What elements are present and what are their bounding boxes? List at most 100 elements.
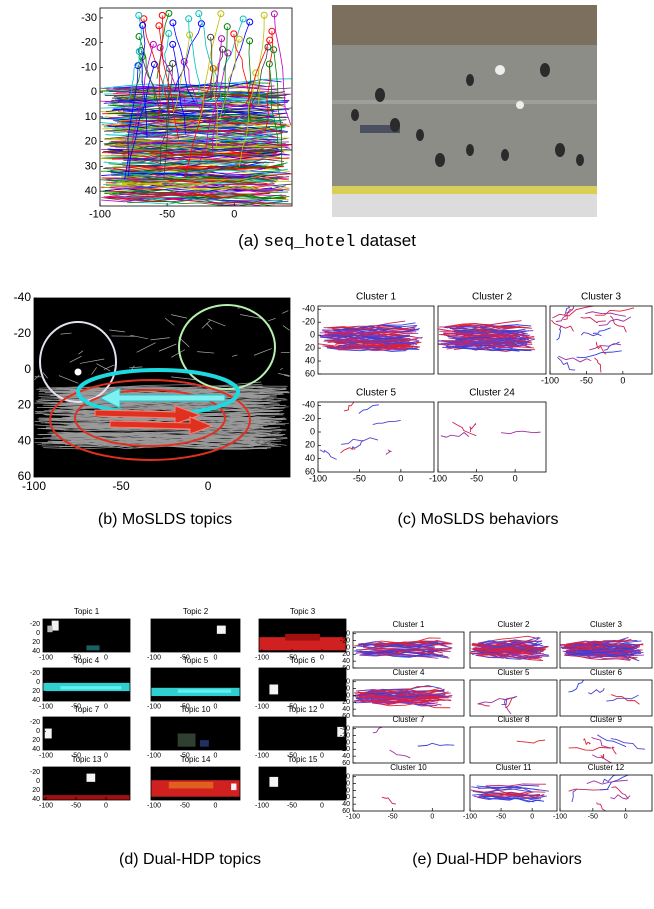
x-tick-label: -50 [71,802,81,809]
x-tick-label: 0 [513,474,518,484]
plot-area [43,717,130,750]
cluster-title: Cluster 7 [392,715,425,724]
y-tick-label: 40 [32,697,40,704]
cluster-title: Cluster 6 [590,668,623,677]
plot-area [259,717,346,750]
plot-content [151,688,240,696]
plot-content [151,780,240,797]
caption-label: (a) [238,231,259,250]
topic-cell [178,734,196,747]
y-tick-label: 40 [18,433,32,447]
topic-cell [87,774,96,782]
topic-cell [231,784,236,791]
topic-title: Topic 4 [74,656,100,665]
cluster-title: Cluster 3 [590,620,623,629]
y-tick-label: -20 [30,719,40,726]
y-tick-label: -20 [30,769,40,776]
y-tick-label: 30 [85,160,97,172]
x-tick-label: -100 [147,654,161,661]
x-tick-label: 0 [320,703,324,710]
y-tick-label: 40 [85,185,97,197]
y-tick-label: -20 [14,326,32,340]
topic-cell [200,740,209,747]
photo-trees [332,5,597,45]
x-tick-label: 0 [213,654,217,661]
x-tick-label: 0 [104,654,108,661]
plot-area [353,775,464,811]
topic-title: Topic 13 [72,755,102,764]
photo-tram-roof [332,194,597,217]
cluster-title: Cluster 9 [590,715,623,724]
topic-cell [52,621,59,631]
cluster-title: Cluster 5 [497,668,530,677]
cluster-title: Cluster 3 [581,292,621,303]
y-tick-label: 60 [342,665,350,672]
x-tick-label: 0 [104,802,108,809]
topic-cell [217,626,226,634]
y-tick-label: -20 [302,413,315,423]
cluster-title: Cluster 2 [472,292,512,303]
x-tick-label: -50 [588,813,598,820]
y-tick-label: 40 [32,746,40,753]
x-tick-label: 0 [320,654,324,661]
x-tick-label: -100 [147,802,161,809]
cluster-title: Cluster 4 [392,668,425,677]
y-tick-label: 20 [32,787,40,794]
x-tick-label: 0 [430,813,434,820]
plot-content [269,777,278,787]
x-tick-label: 0 [320,752,324,759]
topic-cell [269,777,278,787]
topic-cell [43,795,130,800]
x-tick-label: -100 [39,703,53,710]
topic-cell [285,634,320,641]
y-tick-label: 20 [18,398,32,412]
topic-title: Topic 14 [181,755,211,764]
y-tick-label: -20 [81,37,97,49]
plot-content [217,626,226,634]
topic-cell [178,689,231,692]
y-tick-label: -20 [30,670,40,677]
x-tick-label: 0 [620,376,625,386]
plot-content [269,685,278,695]
topic-title: Topic 7 [74,705,100,714]
y-tick-label: -20 [30,621,40,628]
topic-cell [45,729,52,739]
x-tick-label: -100 [39,752,53,759]
plot-content [45,729,52,739]
y-tick-label: 0 [36,630,40,637]
x-tick-label: -100 [463,813,477,820]
y-tick-label: 40 [32,796,40,803]
y-tick-label: 20 [85,136,97,148]
plot-area [470,727,557,763]
y-tick-label: -40 [302,400,315,410]
x-tick-label: -50 [353,474,366,484]
topic-cell [169,782,214,789]
caption: (d) Dual-HDP topics [119,851,261,868]
x-tick-label: -50 [496,813,506,820]
plot-area [438,402,546,472]
y-tick-label: 20 [32,688,40,695]
photo-lamp [516,101,524,109]
cluster-title: Cluster 24 [469,388,515,399]
caption-text: dataset [360,231,416,250]
plot-area [560,727,652,763]
x-tick-label: -50 [580,376,593,386]
x-tick-label: 0 [213,752,217,759]
y-tick-label: 0 [24,362,31,376]
caption: (b) MoSLDS topics [98,511,232,528]
topic-cell [269,685,278,695]
x-tick-label: -50 [159,209,175,221]
y-tick-label: 20 [305,440,315,450]
topic-title: Topic 5 [183,656,209,665]
caption: (a) seq_hotel dataset [238,231,416,252]
y-tick-label: 0 [310,426,315,436]
cluster-title: Cluster 11 [496,763,532,772]
topic-title: Topic 3 [290,607,316,616]
x-tick-label: -100 [255,752,269,759]
y-tick-label: 20 [32,639,40,646]
photo-curb [332,100,597,104]
caption: (c) MoSLDS behaviors [398,511,559,528]
cluster-title: Cluster 8 [497,715,530,724]
y-tick-label: -40 [302,304,315,314]
